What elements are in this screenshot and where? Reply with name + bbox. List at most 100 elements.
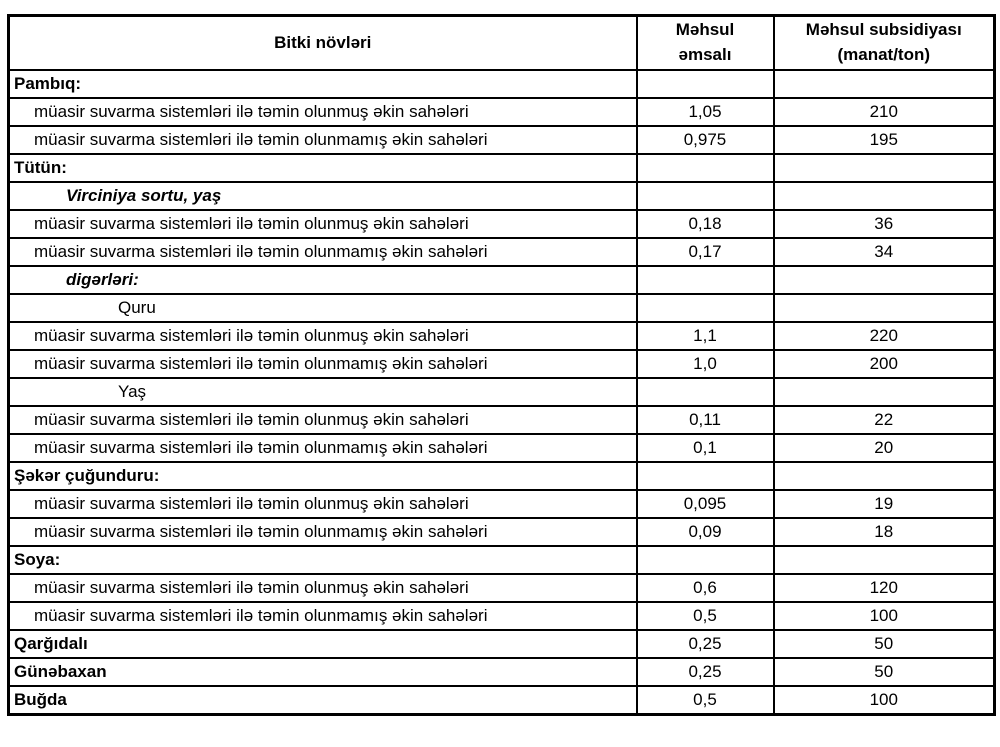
- coefficient-cell: 1,1: [635, 321, 775, 351]
- subsidy-cell: [772, 545, 996, 575]
- coefficient-cell: 0,25: [635, 629, 775, 659]
- subsidy-cell: [772, 69, 996, 99]
- subsidy-cell: 220: [772, 321, 996, 351]
- coefficient-cell: [635, 153, 775, 183]
- coefficient-cell: 0,17: [635, 237, 775, 267]
- subsidy-cell: 20: [772, 433, 996, 463]
- header-crop-types: Bitki növləri: [7, 14, 638, 71]
- table-row: Günəbaxan 0,25 50: [7, 657, 996, 687]
- crop-label-cell: Şəkər çuğunduru:: [7, 461, 638, 491]
- header-row: Bitki növləri Məhsul əmsalı Məhsul subsi…: [7, 14, 996, 71]
- crop-label-cell: Yaş: [7, 377, 638, 407]
- table-row: digərləri:: [7, 265, 996, 295]
- subsidy-cell: 100: [772, 601, 996, 631]
- crop-label-cell: müasir suvarma sistemləri ilə təmin olun…: [7, 489, 638, 519]
- table-row: Quru: [7, 293, 996, 323]
- table-row: Buğda 0,5 100: [7, 685, 996, 716]
- crop-label-cell: müasir suvarma sistemləri ilə təmin olun…: [7, 601, 638, 631]
- table-row: müasir suvarma sistemləri ilə təmin olun…: [7, 489, 996, 519]
- subsidy-cell: 210: [772, 97, 996, 127]
- table-body: Pambıq: müasir suvarma sistemləri ilə təm…: [7, 69, 996, 716]
- header-product-subsidy: Məhsul subsidiyası (manat/ton): [772, 14, 996, 71]
- subsidy-cell: 19: [772, 489, 996, 519]
- coefficient-cell: 0,18: [635, 209, 775, 239]
- coefficient-cell: [635, 181, 775, 211]
- coefficient-cell: 0,09: [635, 517, 775, 547]
- coefficient-cell: 0,1: [635, 433, 775, 463]
- coefficient-cell: [635, 545, 775, 575]
- table-row: müasir suvarma sistemləri ilə təmin olun…: [7, 349, 996, 379]
- table-row: müasir suvarma sistemləri ilə təmin olun…: [7, 125, 996, 155]
- table-row: Pambıq:: [7, 69, 996, 99]
- table-row: Yaş: [7, 377, 996, 407]
- subsidy-cell: 200: [772, 349, 996, 379]
- table-row: müasir suvarma sistemləri ilə təmin olun…: [7, 601, 996, 631]
- coefficient-cell: 0,975: [635, 125, 775, 155]
- crop-label-cell: müasir suvarma sistemləri ilə təmin olun…: [7, 349, 638, 379]
- table-row: müasir suvarma sistemləri ilə təmin olun…: [7, 573, 996, 603]
- table-header: Bitki növləri Məhsul əmsalı Məhsul subsi…: [7, 14, 996, 71]
- crop-label-cell: Qarğıdalı: [7, 629, 638, 659]
- crop-label-cell: Soya:: [7, 545, 638, 575]
- coefficient-cell: 0,5: [635, 601, 775, 631]
- crop-label-cell: Günəbaxan: [7, 657, 638, 687]
- crop-label-cell: Tütün:: [7, 153, 638, 183]
- table-row: Soya:: [7, 545, 996, 575]
- crop-label-cell: müasir suvarma sistemləri ilə təmin olun…: [7, 125, 638, 155]
- table-row: Qarğıdalı 0,25 50: [7, 629, 996, 659]
- table-row: Şəkər çuğunduru:: [7, 461, 996, 491]
- subsidy-cell: 120: [772, 573, 996, 603]
- table-row: müasir suvarma sistemləri ilə təmin olun…: [7, 97, 996, 127]
- subsidy-cell: [772, 181, 996, 211]
- subsidy-cell: 18: [772, 517, 996, 547]
- table-row: Tütün:: [7, 153, 996, 183]
- coefficient-cell: [635, 377, 775, 407]
- subsidy-cell: [772, 153, 996, 183]
- crop-label-cell: müasir suvarma sistemləri ilə təmin olun…: [7, 97, 638, 127]
- subsidy-cell: 50: [772, 657, 996, 687]
- table-row: müasir suvarma sistemləri ilə təmin olun…: [7, 321, 996, 351]
- crop-label-cell: müasir suvarma sistemləri ilə təmin olun…: [7, 517, 638, 547]
- crop-label-cell: Virciniya sortu, yaş: [7, 181, 638, 211]
- crop-label-cell: müasir suvarma sistemləri ilə təmin olun…: [7, 573, 638, 603]
- table-row: müasir suvarma sistemləri ilə təmin olun…: [7, 517, 996, 547]
- crop-label-cell: Quru: [7, 293, 638, 323]
- crop-label-cell: Buğda: [7, 685, 638, 716]
- coefficient-cell: 0,11: [635, 405, 775, 435]
- coefficient-cell: [635, 69, 775, 99]
- subsidy-cell: 100: [772, 685, 996, 716]
- table-row: müasir suvarma sistemləri ilə təmin olun…: [7, 405, 996, 435]
- crop-label-cell: müasir suvarma sistemləri ilə təmin olun…: [7, 209, 638, 239]
- coefficient-cell: 0,25: [635, 657, 775, 687]
- coefficient-cell: [635, 265, 775, 295]
- coefficient-cell: 0,095: [635, 489, 775, 519]
- coefficient-cell: [635, 461, 775, 491]
- header-product-coefficient: Məhsul əmsalı: [635, 14, 775, 71]
- subsidy-cell: 34: [772, 237, 996, 267]
- subsidy-cell: 22: [772, 405, 996, 435]
- coefficient-cell: 0,5: [635, 685, 775, 716]
- crop-label-cell: digərləri:: [7, 265, 638, 295]
- coefficient-cell: 1,0: [635, 349, 775, 379]
- subsidy-cell: 50: [772, 629, 996, 659]
- crop-label-cell: müasir suvarma sistemləri ilə təmin olun…: [7, 237, 638, 267]
- subsidy-cell: [772, 293, 996, 323]
- crop-label-cell: müasir suvarma sistemləri ilə təmin olun…: [7, 433, 638, 463]
- coefficient-cell: 1,05: [635, 97, 775, 127]
- coefficient-cell: [635, 293, 775, 323]
- subsidy-cell: 195: [772, 125, 996, 155]
- subsidy-cell: [772, 265, 996, 295]
- table-row: Virciniya sortu, yaş: [7, 181, 996, 211]
- subsidy-cell: [772, 377, 996, 407]
- crop-label-cell: müasir suvarma sistemləri ilə təmin olun…: [7, 321, 638, 351]
- crop-subsidy-table: Bitki növləri Məhsul əmsalı Məhsul subsi…: [7, 14, 996, 716]
- subsidy-cell: 36: [772, 209, 996, 239]
- coefficient-cell: 0,6: [635, 573, 775, 603]
- crop-label-cell: Pambıq:: [7, 69, 638, 99]
- table-row: müasir suvarma sistemləri ilə təmin olun…: [7, 209, 996, 239]
- subsidy-cell: [772, 461, 996, 491]
- table-row: müasir suvarma sistemləri ilə təmin olun…: [7, 237, 996, 267]
- crop-label-cell: müasir suvarma sistemləri ilə təmin olun…: [7, 405, 638, 435]
- table-row: müasir suvarma sistemləri ilə təmin olun…: [7, 433, 996, 463]
